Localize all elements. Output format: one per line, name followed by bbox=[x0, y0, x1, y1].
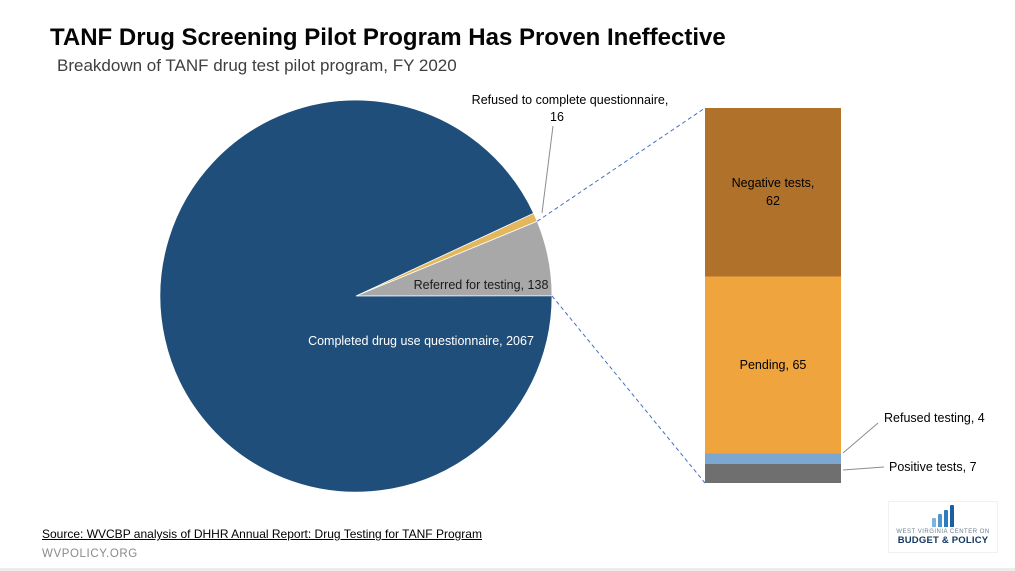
bar-chart-icon bbox=[932, 505, 954, 527]
bar-segment-negative-tests bbox=[705, 108, 841, 277]
pie-slice-completed-drug-use-questionnaire bbox=[159, 99, 553, 493]
bar-segment-pending bbox=[705, 276, 841, 454]
bar-segment-positive-tests bbox=[705, 464, 841, 483]
bar-label-negative-tests-value: 62 bbox=[766, 194, 780, 208]
bar-label-positive-tests: Positive tests, 7 bbox=[889, 460, 977, 474]
callout-label-line1: Refused to complete questionnaire, bbox=[472, 93, 669, 107]
logo-org-name-bottom: BUDGET & POLICY bbox=[897, 535, 989, 546]
callout-leader-line bbox=[541, 125, 554, 214]
leader-line-refused-testing bbox=[842, 422, 879, 454]
logo-bar bbox=[944, 510, 948, 527]
bar-label-refused-testing: Refused testing, 4 bbox=[884, 411, 985, 425]
page-subtitle: Breakdown of TANF drug test pilot progra… bbox=[57, 56, 457, 75]
callout-label-line2: 16 bbox=[550, 110, 564, 124]
logo-bar bbox=[938, 514, 942, 527]
slide-bottom-edge bbox=[0, 568, 1015, 571]
pie-label-completed-drug-use-questionnaire: Completed drug use questionnaire, 2067 bbox=[308, 334, 534, 348]
logo-bar bbox=[950, 505, 954, 527]
leader-line-positive-tests bbox=[842, 466, 885, 471]
bar-segment-refused-testing bbox=[705, 453, 841, 464]
org-logo: WEST VIRGINIA CENTER ON BUDGET & POLICY bbox=[888, 501, 998, 553]
pie-label-referred-for-testing: Referred for testing, 138 bbox=[414, 278, 549, 292]
logo-bar bbox=[932, 518, 936, 527]
connector-line-bottom bbox=[551, 295, 706, 484]
connector-line-top bbox=[536, 107, 706, 222]
bar-label-negative-tests: Negative tests, bbox=[732, 176, 815, 190]
source-note: Source: WVCBP analysis of DHHR Annual Re… bbox=[42, 527, 482, 541]
logo-org-name-top: WEST VIRGINIA CENTER ON bbox=[896, 529, 990, 535]
page-title: TANF Drug Screening Pilot Program Has Pr… bbox=[50, 24, 726, 51]
website-url: WVPOLICY.ORG bbox=[42, 548, 138, 560]
bar-label-pending: Pending, 65 bbox=[740, 358, 807, 372]
